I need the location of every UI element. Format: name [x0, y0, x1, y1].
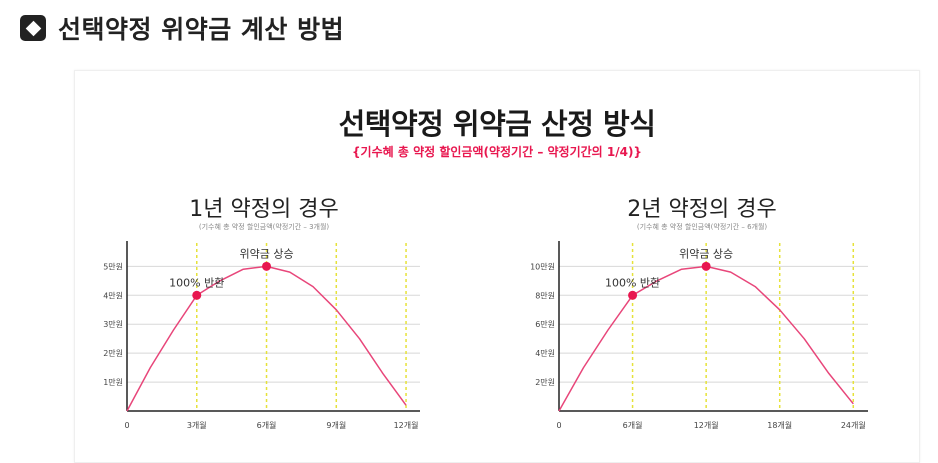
chart2-y-tick-label: 6만원 — [535, 320, 555, 329]
chart1-x-tick-label: 3개월 — [187, 420, 207, 430]
chart2-marker-point — [628, 290, 638, 300]
chart1-y-tick-label: 1만원 — [103, 378, 123, 387]
chart2-x-tick-label: 18개월 — [767, 420, 792, 430]
charts-area: 1년 약정의 경우(기수혜 총 약정 할인금액(약정기간 – 3개월) 1만원 2만… — [103, 197, 868, 430]
chart1-point-label: 위약금 상승 — [239, 246, 293, 260]
chart1-y-tick-label: 2만원 — [103, 349, 123, 358]
chart1-point-label: 100% 반환 — [169, 276, 224, 289]
chart2-note: (기수혜 총 약정 할인금액(약정기간 – 6개월) — [637, 222, 768, 231]
chart2-x-tick-label: 24개월 — [841, 420, 866, 430]
chart1-marker-point — [262, 261, 272, 271]
diamond-square-icon — [20, 15, 46, 41]
chart1-y-tick-label: 5만원 — [103, 262, 123, 271]
chart1-x-tick-label: 6개월 — [257, 420, 277, 430]
chart1-title: 1년 약정의 경우 — [189, 197, 338, 222]
chart2-y-tick-label: 8만원 — [535, 291, 555, 300]
chart1-y-tick-label: 4만원 — [103, 291, 123, 300]
chart2-y-tick-label: 10만원 — [530, 262, 555, 271]
chart2-y-tick-label: 4만원 — [535, 349, 555, 358]
chart2-x-tick-label: 6개월 — [623, 420, 643, 430]
chart2-x-tick-label: 12개월 — [694, 420, 719, 430]
chart1-marker-point — [192, 290, 202, 300]
chart1-y-tick-label: 3만원 — [103, 320, 123, 329]
chart2-y-tick-label: 2만원 — [535, 378, 555, 387]
chart2-marker-point — [701, 261, 711, 271]
chart2-point-label: 100% 반환 — [605, 276, 660, 289]
page-heading: 선택약정 위약금 계산 방법 — [20, 10, 344, 46]
chart1-x-tick-label: 12개월 — [394, 420, 419, 430]
card-title: 선택약정 위약금 산정 방식 — [338, 107, 656, 141]
heading-text: 선택약정 위약금 계산 방법 — [58, 15, 345, 44]
card-subtitle: {기수혜 총 약정 할인금액(약정기간 – 약정기간의 1/4)} — [352, 145, 642, 159]
chart-card: 선택약정 위약금 산정 방식 {기수혜 총 약정 할인금액(약정기간 – 약정기… — [74, 70, 920, 463]
chart1-x-tick-label: 9개월 — [326, 420, 346, 430]
chart1-note: (기수혜 총 약정 할인금액(약정기간 – 3개월) — [199, 222, 330, 231]
chart2-title: 2년 약정의 경우 — [627, 197, 776, 222]
chart2-point-label: 위약금 상승 — [679, 246, 733, 260]
chart2-x-tick-label: 0 — [556, 421, 561, 430]
chart1-x-tick-label: 0 — [124, 421, 129, 430]
